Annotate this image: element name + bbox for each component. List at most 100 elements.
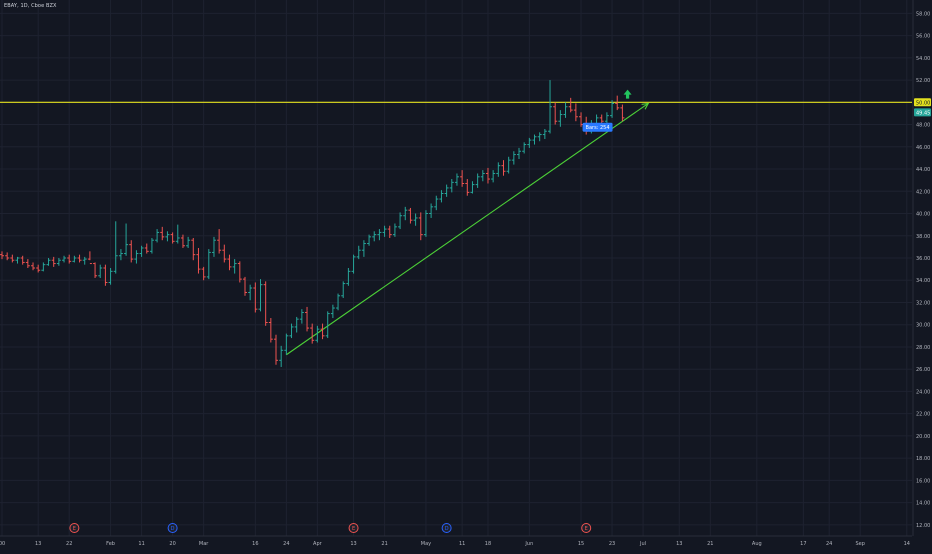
ohlc-bar <box>382 225 387 237</box>
symbol-title: EBAY, 1D, Cboe BZX <box>4 3 57 9</box>
last-price-label: 49.45 <box>916 110 930 116</box>
x-tick-label: 13 <box>676 541 682 547</box>
ohlc-bar <box>320 323 325 340</box>
ohlc-bar <box>460 170 465 187</box>
event-marker-circle <box>348 523 359 533</box>
ohlc-bar <box>160 226 165 241</box>
ohlc-bar <box>170 232 175 244</box>
ohlc-bar <box>206 249 211 280</box>
ohlc-bar <box>87 251 92 265</box>
ohlc-bar <box>165 231 170 242</box>
trend-line-layer[interactable] <box>286 102 650 356</box>
earnings-event-marker[interactable]: E <box>581 523 592 533</box>
y-tick-label: 36.00 <box>916 256 930 262</box>
ohlc-bar <box>480 170 485 182</box>
ohlc-bar <box>511 151 516 165</box>
y-tick-label: 32.00 <box>916 300 930 306</box>
y-tick-label: 20.00 <box>916 434 930 440</box>
ohlc-bar <box>51 256 56 267</box>
event-marker-letter: E <box>352 526 355 532</box>
x-tick-label: 00 <box>0 541 5 547</box>
ohlc-bar <box>274 334 279 365</box>
ohlc-bar <box>31 262 36 271</box>
ohlc-bar <box>144 243 149 254</box>
ohlc-bar <box>20 255 25 265</box>
x-tick-label: 18 <box>485 541 491 547</box>
ohlc-bar <box>10 254 15 263</box>
ohlc-bar <box>289 323 294 339</box>
ohlc-bar <box>439 190 444 203</box>
event-marker-letter: E <box>585 526 588 532</box>
y-tick-label: 54.00 <box>916 56 930 62</box>
ohlc-bar <box>5 252 10 261</box>
ohlc-bar <box>103 264 108 286</box>
x-tick-label: 24 <box>826 541 832 547</box>
ohlc-bar <box>429 203 434 218</box>
ohlc-bar <box>454 173 459 186</box>
ohlc-bar <box>398 212 403 230</box>
price-axis[interactable]: 58.00 56.00 54.00 52.00 50.00 48.00 46.00 44.00… <box>912 0 932 550</box>
ohlc-bar <box>485 167 490 184</box>
y-tick-label: 26.00 <box>916 367 930 373</box>
y-tick-label: 48.00 <box>916 123 930 129</box>
last-price-tag <box>914 108 931 117</box>
x-tick-label: 15 <box>578 541 584 547</box>
ohlc-bar <box>496 162 501 177</box>
ohlc-bar <box>227 254 232 271</box>
x-tick-label: 16 <box>252 541 258 547</box>
ohlc-bar <box>418 212 423 241</box>
ohlc-bar <box>361 240 366 257</box>
ohlc-bar <box>367 234 372 246</box>
time-axis[interactable]: 00 13 22 Feb 11 20 Mar 16 24 Apr 13 21 May 11 18 Jun 15 2… <box>0 535 912 547</box>
ohlc-bar <box>517 147 521 160</box>
ohlc-bar <box>124 223 129 256</box>
ohlc-bar <box>356 245 361 260</box>
dividend-event-marker[interactable]: D <box>441 523 452 533</box>
ohlc-bar <box>506 156 511 174</box>
x-tick-label: 20 <box>169 541 175 547</box>
ohlc-bar <box>25 259 30 268</box>
ohlc-bar <box>253 282 258 313</box>
ohlc-bar <box>129 240 134 263</box>
earnings-event-marker[interactable]: E <box>348 523 359 533</box>
x-tick-label: 22 <box>66 541 72 547</box>
x-tick-label: Jul <box>639 541 646 547</box>
ohlc-bar <box>336 293 341 311</box>
x-tick-label: 11 <box>138 541 144 547</box>
y-tick-label: 22.00 <box>916 412 930 418</box>
up-arrow-icon <box>623 89 632 99</box>
ohlc-bar <box>155 229 160 243</box>
ohlc-bar <box>93 262 98 279</box>
ohlc-bar <box>387 225 392 238</box>
ohlc-bar <box>222 244 227 263</box>
ohlc-bar <box>15 256 20 264</box>
ohlc-bar <box>434 195 439 211</box>
ohlc-bar <box>377 229 382 241</box>
ohlc-bar <box>67 254 72 264</box>
ohlc-bar <box>108 268 113 285</box>
ohlc-bar <box>211 236 216 257</box>
ohlc-bar <box>268 318 273 343</box>
ohlc-bar <box>134 250 139 264</box>
ohlc-bar <box>191 237 196 261</box>
ohlc-bar <box>98 264 103 279</box>
earnings-event-marker[interactable]: E <box>69 523 80 533</box>
y-tick-label: 16.00 <box>916 478 930 484</box>
annotation-layer: Bars: 254 <box>582 89 632 132</box>
ohlc-bar <box>248 284 253 301</box>
dividend-event-marker[interactable]: D <box>167 523 178 533</box>
y-tick-label: 52.00 <box>916 78 930 84</box>
ohlc-bar <box>423 210 428 237</box>
y-tick-label: 24.00 <box>916 389 930 395</box>
ohlc-bar <box>330 304 335 319</box>
ohlc-bar <box>537 132 542 142</box>
ohlc-bar <box>149 237 154 254</box>
trend-line[interactable] <box>286 102 649 356</box>
bars-count-label: Bars: 254 <box>586 125 610 131</box>
price-axis-panel <box>912 0 932 550</box>
ohlc-bar <box>237 261 242 283</box>
